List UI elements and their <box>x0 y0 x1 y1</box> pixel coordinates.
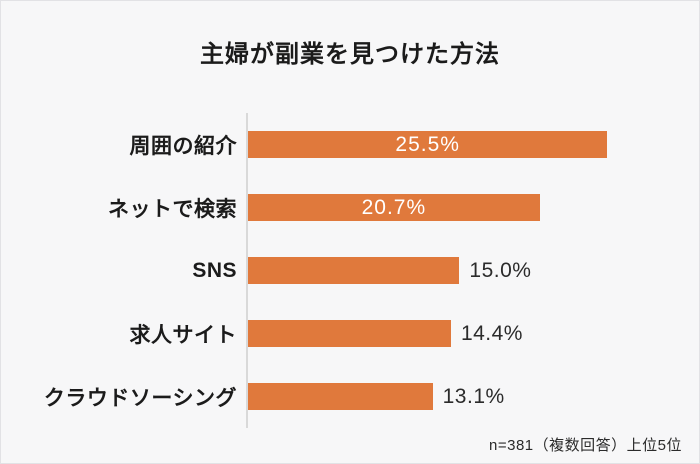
bar-track: 25.5% <box>246 113 699 176</box>
bar-track: 15.0% <box>246 239 699 302</box>
bar-row: ネットで検索 20.7% <box>1 176 699 239</box>
bar-track: 20.7% <box>246 176 699 239</box>
bar-row: SNS 15.0% <box>1 239 699 302</box>
bar-row: 求人サイト 14.4% <box>1 302 699 365</box>
bar-track: 14.4% <box>246 302 699 365</box>
bar <box>248 383 433 410</box>
bar <box>248 257 460 284</box>
bar-value-label: 15.0% <box>469 258 532 282</box>
bar-row: クラウドソーシング 13.1% <box>1 365 699 428</box>
bar-track: 13.1% <box>246 365 699 428</box>
category-label: SNS <box>192 258 237 282</box>
bar-value-label: 25.5% <box>395 132 460 156</box>
category-label: クラウドソーシング <box>43 386 237 410</box>
bar-value-label: 20.7% <box>361 195 427 219</box>
plot-area: 周囲の紹介 25.5% ネットで検索 20.7% SNS 15.0% 求人サイト 14.4% ク… <box>1 113 699 428</box>
footnote: n=381（複数回答）上位5位 <box>489 437 682 454</box>
chart-title: 主婦が副業を見つけた方法 <box>200 41 500 68</box>
bar-value-label: 13.1% <box>442 384 505 408</box>
category-label: ネットで検索 <box>108 197 237 221</box>
bar: 20.7% <box>248 194 540 221</box>
category-label: 周囲の紹介 <box>129 134 237 158</box>
bar-value-label: 14.4% <box>460 321 523 345</box>
bar: 25.5% <box>248 131 608 158</box>
category-label: 求人サイト <box>129 323 237 347</box>
bar <box>248 320 451 347</box>
bar-row: 周囲の紹介 25.5% <box>1 113 699 176</box>
